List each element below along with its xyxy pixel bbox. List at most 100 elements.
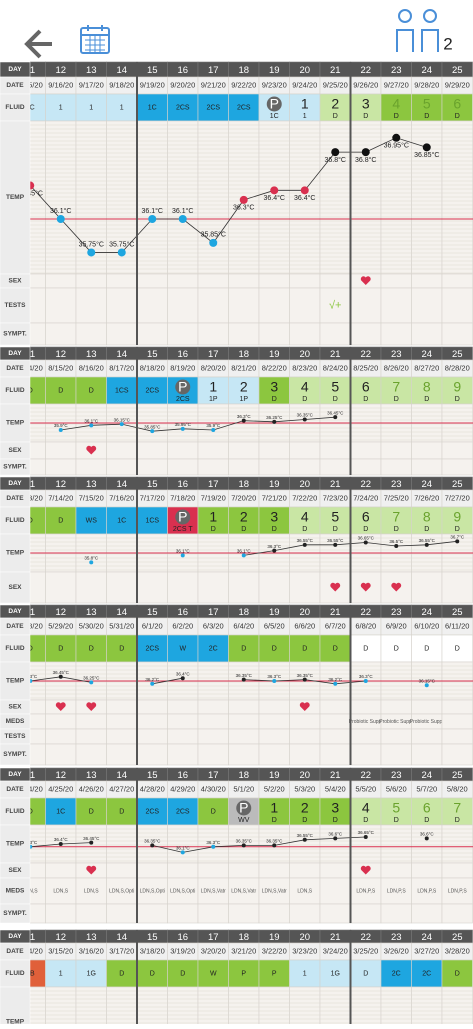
cell [350, 903, 382, 924]
fluid-code: D [394, 645, 399, 652]
date: 9/27/20 [384, 80, 409, 89]
fluid-code: D [58, 517, 63, 524]
cell [167, 743, 199, 766]
cell [136, 287, 168, 324]
fluid-code: D [119, 970, 124, 977]
cell [197, 728, 229, 745]
fluid-code: D [363, 113, 368, 120]
cell [167, 458, 199, 476]
partner-button[interactable]: 2 [396, 9, 453, 53]
date: 3/28/20 [445, 946, 470, 955]
med: LDN,S,Opti [109, 888, 134, 894]
cell [350, 699, 382, 715]
peak-day: 6 [362, 379, 370, 395]
fluid-code: D [424, 817, 429, 824]
cell [289, 441, 321, 460]
peak-day: P [270, 96, 279, 112]
day-number: 20 [299, 349, 310, 360]
med: LDN,S,Vatr [231, 888, 256, 894]
day-number: 24 [421, 349, 432, 360]
temp-line [60, 416, 336, 432]
date: 6/7/20 [325, 621, 346, 630]
date: 8/17/20 [109, 363, 134, 372]
cell [258, 273, 290, 289]
cell [45, 120, 77, 275]
day-number: 25 [452, 932, 463, 943]
temp-line [30, 137, 427, 253]
temp-point [241, 843, 246, 848]
day-number: 19 [269, 607, 280, 618]
cell [45, 273, 77, 289]
cell [228, 441, 260, 460]
cell [136, 713, 168, 730]
day-number: 15 [147, 349, 158, 360]
cell [258, 743, 290, 766]
day-number: 22 [360, 770, 371, 781]
row-label: FLUID [5, 970, 24, 977]
date: 3/17/20 [109, 946, 134, 955]
cell [136, 986, 168, 1024]
temp-label: 35.8°C [84, 556, 99, 561]
row-label: TEMP [6, 420, 25, 427]
peak-badge [266, 96, 282, 112]
date: 6/6/20 [294, 621, 315, 630]
temp-point [331, 148, 340, 157]
date: 8/25/20 [353, 363, 378, 372]
day-number: 25 [452, 479, 463, 490]
cell [350, 743, 382, 766]
fluid-code: D [28, 387, 33, 394]
temp-point [333, 836, 338, 841]
row-label-cell [0, 903, 31, 924]
day-number: 25 [452, 607, 463, 618]
temp-label: 36.65°C [358, 536, 375, 541]
sex-heart [299, 702, 310, 711]
row-label: TEMP [6, 678, 25, 685]
day-number: 18 [238, 607, 249, 618]
row-label: SEX [8, 278, 22, 285]
cell [197, 287, 229, 324]
day-number: 14 [116, 607, 127, 618]
peak-day: 5 [331, 379, 339, 395]
back-button[interactable] [24, 29, 52, 59]
temp-point [302, 417, 307, 422]
med: Probiotic Supp. [410, 719, 444, 725]
cell [167, 986, 199, 1024]
row-label: SYMPT. [3, 910, 27, 917]
day-number: 16 [177, 479, 188, 490]
date: 5/8/20 [447, 784, 468, 793]
day-number: 14 [116, 349, 127, 360]
cell [45, 441, 77, 460]
date: 7/21/20 [262, 493, 287, 502]
temp-point [180, 426, 185, 431]
day-number: 13 [86, 65, 97, 76]
cell [350, 93, 382, 122]
temp-point [333, 681, 338, 686]
date: 6/9/20 [386, 621, 407, 630]
row-label: DAY [8, 933, 22, 940]
temp-point [361, 148, 370, 157]
cell [289, 273, 321, 289]
temp-label: 36.65°C [358, 830, 375, 835]
cell [197, 824, 229, 864]
day-number: 20 [299, 607, 310, 618]
fluid-code: P [241, 970, 246, 977]
cell [106, 903, 138, 924]
calendar-button[interactable] [80, 25, 110, 54]
cell [75, 93, 107, 122]
temp-point [363, 835, 368, 839]
temp-label: 36.3°C [23, 840, 38, 845]
day-number: 14 [116, 65, 127, 76]
cell [106, 571, 138, 604]
cell [289, 862, 321, 879]
fluid-code: D [455, 396, 460, 403]
peak-day: 5 [423, 96, 431, 112]
day-number: 16 [177, 932, 188, 943]
cell [45, 506, 77, 535]
cell [380, 797, 412, 826]
date: 7/22/20 [292, 493, 317, 502]
cell [197, 699, 229, 715]
date: 5/2/20 [264, 784, 285, 793]
temp-label: 36.1°C [142, 207, 163, 215]
cell [167, 634, 199, 663]
cell [45, 93, 77, 122]
